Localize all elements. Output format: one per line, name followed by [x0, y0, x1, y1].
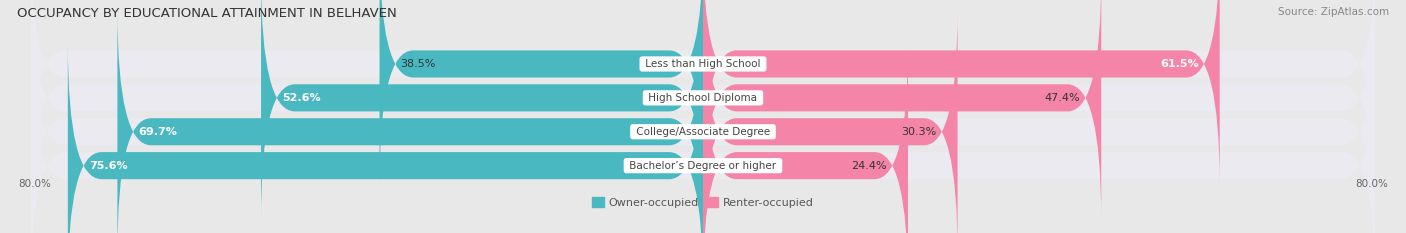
- FancyBboxPatch shape: [31, 10, 1375, 233]
- Text: Source: ZipAtlas.com: Source: ZipAtlas.com: [1278, 7, 1389, 17]
- FancyBboxPatch shape: [380, 0, 703, 186]
- Text: 30.3%: 30.3%: [901, 127, 936, 137]
- FancyBboxPatch shape: [117, 10, 703, 233]
- FancyBboxPatch shape: [703, 0, 1101, 220]
- Text: Less than High School: Less than High School: [643, 59, 763, 69]
- Text: OCCUPANCY BY EDUCATIONAL ATTAINMENT IN BELHAVEN: OCCUPANCY BY EDUCATIONAL ATTAINMENT IN B…: [17, 7, 396, 20]
- Text: 61.5%: 61.5%: [1160, 59, 1199, 69]
- Legend: Owner-occupied, Renter-occupied: Owner-occupied, Renter-occupied: [588, 193, 818, 212]
- Text: 80.0%: 80.0%: [1355, 179, 1388, 189]
- Text: 69.7%: 69.7%: [138, 127, 177, 137]
- FancyBboxPatch shape: [31, 0, 1375, 186]
- Text: 80.0%: 80.0%: [18, 179, 51, 189]
- FancyBboxPatch shape: [31, 44, 1375, 233]
- FancyBboxPatch shape: [31, 0, 1375, 220]
- FancyBboxPatch shape: [703, 10, 957, 233]
- FancyBboxPatch shape: [67, 44, 703, 233]
- FancyBboxPatch shape: [262, 0, 703, 220]
- Text: Bachelor’s Degree or higher: Bachelor’s Degree or higher: [626, 161, 780, 171]
- Text: 75.6%: 75.6%: [89, 161, 128, 171]
- Text: 24.4%: 24.4%: [852, 161, 887, 171]
- FancyBboxPatch shape: [703, 44, 908, 233]
- Text: 47.4%: 47.4%: [1045, 93, 1080, 103]
- FancyBboxPatch shape: [703, 0, 1219, 186]
- Text: 38.5%: 38.5%: [401, 59, 436, 69]
- Text: High School Diploma: High School Diploma: [645, 93, 761, 103]
- Text: 52.6%: 52.6%: [283, 93, 321, 103]
- Text: College/Associate Degree: College/Associate Degree: [633, 127, 773, 137]
